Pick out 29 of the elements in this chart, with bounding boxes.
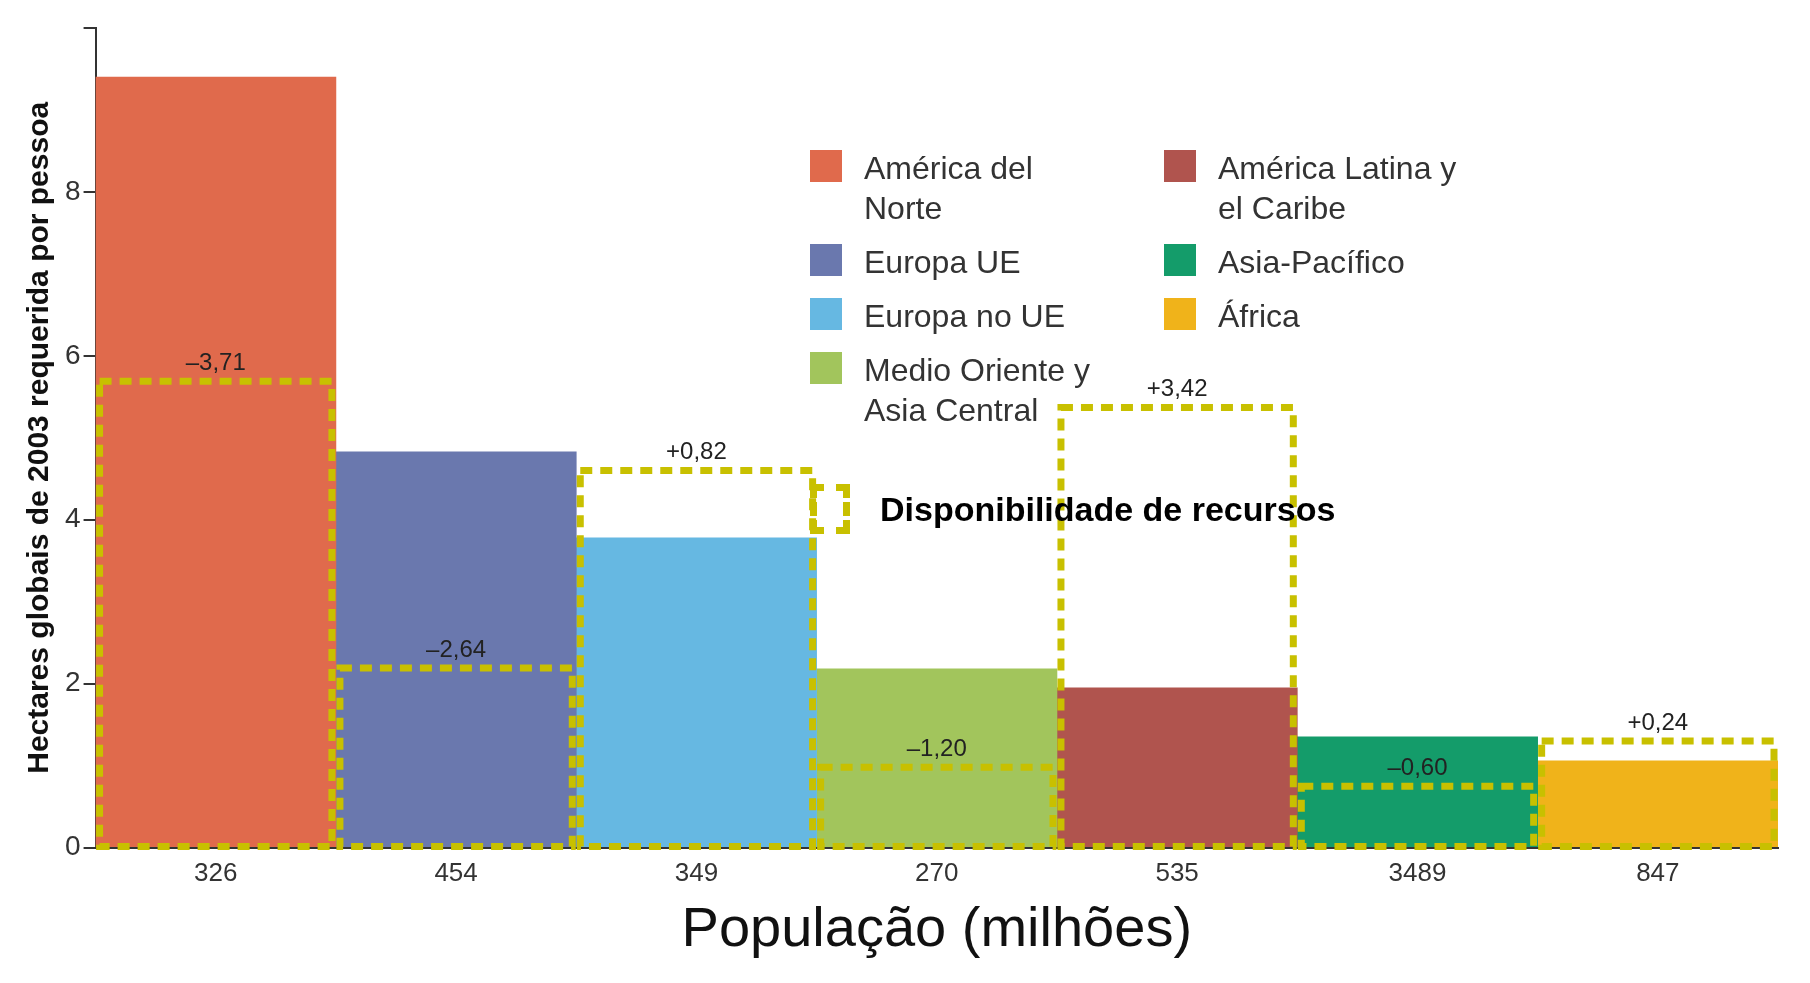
annotation: –3,71 [185,347,246,375]
y-tick-label: 2 [64,666,81,698]
annotation: +0,24 [1627,707,1689,735]
legend-label: Asia-Pacífico [1218,243,1406,282]
annotation: +3,42 [1146,374,1208,402]
annotation: –0,60 [1387,752,1448,780]
x-tick-label: 535 [1155,857,1199,888]
y-tick-label: 0 [64,830,81,862]
legend-label: África [1218,297,1301,336]
legend-label: Europa no UE [864,297,1066,336]
x-tick-label: 349 [674,857,719,888]
x-tick-label: 3489 [1388,857,1447,888]
legend-label: América Latina y el Caribe [1218,149,1458,228]
y-tick-label: 8 [64,174,81,206]
annotation: –1,20 [906,733,967,761]
annotation: –2,64 [426,634,487,662]
x-tick-label: 847 [1636,857,1680,888]
x-tick-label: 270 [915,857,959,888]
x-tick-label: 326 [194,857,238,888]
x-tick-label: 454 [434,857,478,888]
legend-label: Europa UE [864,243,1022,282]
y-tick-label: 6 [64,338,81,370]
y-axis-title: Hectares globais de 2003 requerida por pessoa [21,101,55,774]
legend-label: América del Norte [864,149,1034,228]
legend-label: Disponibilidade de recursos [880,489,1336,529]
legend-label: Medio Oriente y Asia Central [864,351,1091,430]
annotation: +0,82 [666,437,727,465]
y-tick-label: 4 [64,502,81,534]
x-axis-title: População (milhões) [681,894,1193,958]
